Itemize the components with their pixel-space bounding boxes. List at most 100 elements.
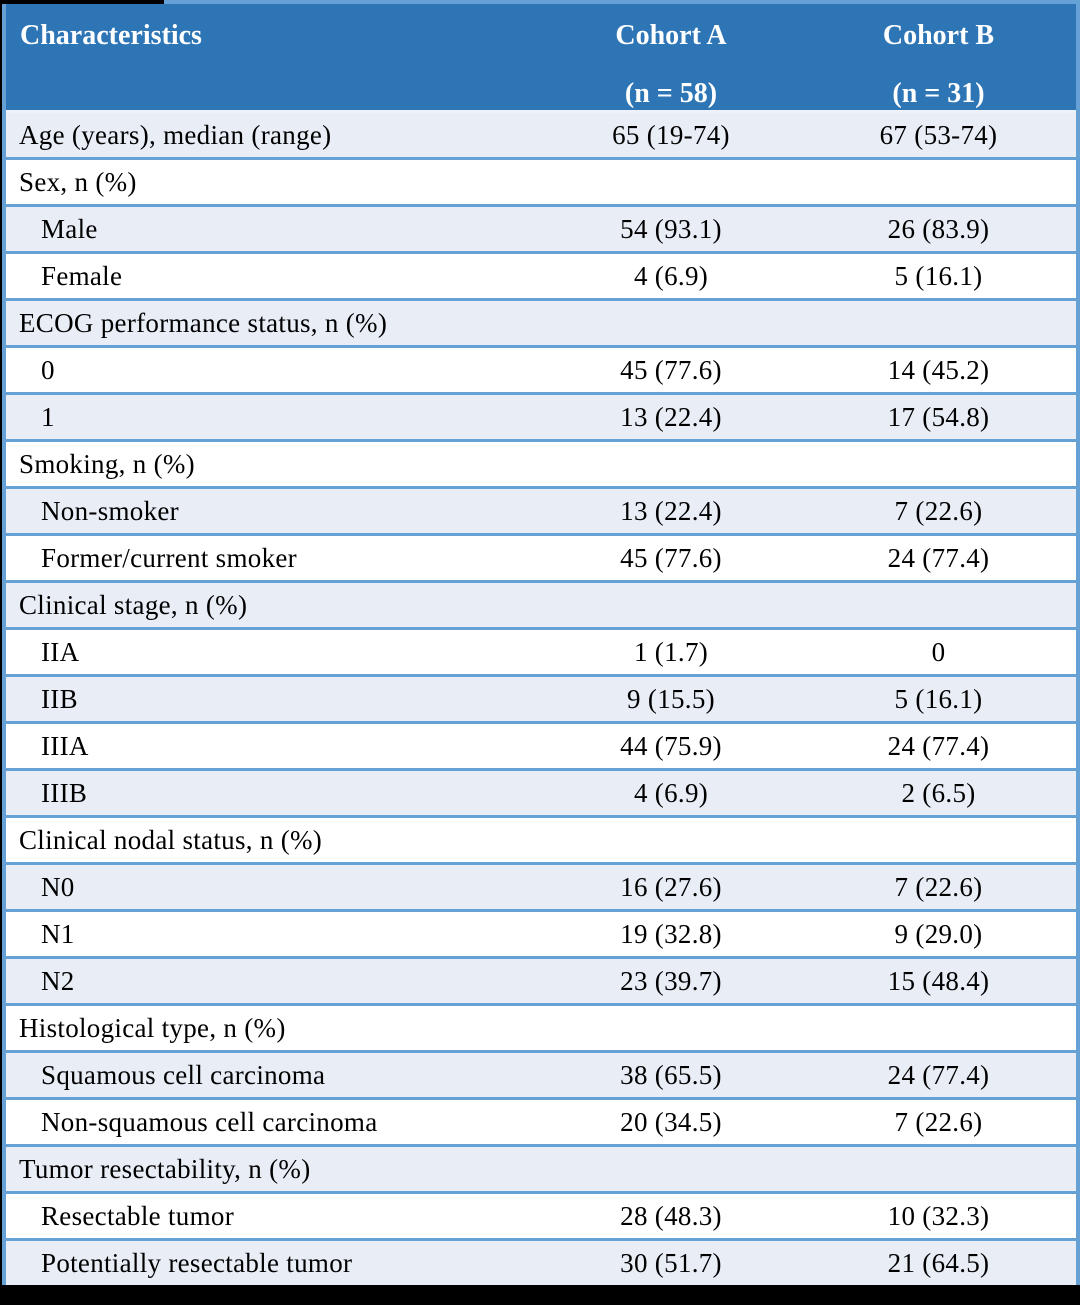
- row-label: IIIB: [41, 777, 88, 808]
- cohort-a-value: 38 (65.5): [620, 1059, 722, 1090]
- cohort-b-name: Cohort B: [882, 20, 995, 51]
- cohort-a-value: [541, 441, 801, 488]
- cohort-a-header-stack: Cohort A (n = 58): [541, 4, 801, 110]
- table-row: Smoking, n (%): [6, 440, 1076, 488]
- characteristics-table: Characteristics Cohort A (n = 58) Cohort…: [6, 4, 1076, 1285]
- row-label: 0: [41, 354, 55, 385]
- table-row: Resectable tumor 28 (48.3) 10 (32.3): [6, 1192, 1076, 1240]
- cohort-a-value: 4 (6.9): [633, 260, 709, 291]
- cohort-b-value: 0: [931, 636, 946, 667]
- cohort-b-header-stack: Cohort B (n = 31): [801, 4, 1076, 110]
- scan-artifact-bottom-bar: [0, 1285, 1080, 1305]
- cohort-b-value: 67 (53-74): [879, 119, 998, 150]
- cohort-a-value: [541, 159, 801, 206]
- row-label: N1: [41, 918, 75, 949]
- cohort-b-value: 21 (64.5): [887, 1247, 990, 1278]
- table-header: Characteristics Cohort A (n = 58) Cohort…: [6, 4, 1076, 113]
- table-row: Clinical stage, n (%): [6, 581, 1076, 629]
- cohort-a-value: 16 (27.6): [620, 871, 722, 902]
- row-label: Sex, n (%): [19, 166, 137, 197]
- cohort-a-value: 30 (51.7): [620, 1247, 722, 1278]
- cohort-b-value: [801, 1146, 1076, 1193]
- cohort-a-value: [541, 1146, 801, 1193]
- header-cohort-a: Cohort A (n = 58): [541, 4, 801, 113]
- table-row: N2 23 (39.7) 15 (48.4): [6, 957, 1076, 1005]
- table-row: Former/current smoker 45 (77.6) 24 (77.4…: [6, 534, 1076, 582]
- row-label: 1: [41, 401, 55, 432]
- row-label: Resectable tumor: [41, 1200, 234, 1231]
- cohort-b-value: [801, 441, 1076, 488]
- cohort-a-value: 4 (6.9): [633, 777, 709, 808]
- cohort-a-value: [541, 300, 801, 347]
- row-label: ECOG performance status, n (%): [19, 307, 388, 338]
- cohort-a-value: 54 (93.1): [620, 213, 722, 244]
- table-row: Male 54 (93.1) 26 (83.9): [6, 205, 1076, 253]
- row-label: N2: [41, 965, 75, 996]
- header-characteristics: Characteristics: [6, 4, 541, 113]
- cohort-b-value: [801, 300, 1076, 347]
- table-row: N0 16 (27.6) 7 (22.6): [6, 863, 1076, 911]
- cohort-a-value: 28 (48.3): [620, 1200, 722, 1231]
- table-row: Age (years), median (range) 65 (19-74) 6…: [6, 111, 1076, 159]
- cohort-a-value: 23 (39.7): [620, 965, 722, 996]
- cohort-b-value: 24 (77.4): [887, 542, 990, 573]
- cohort-b-value: 5 (16.1): [894, 260, 983, 291]
- table-row: Squamous cell carcinoma 38 (65.5) 24 (77…: [6, 1051, 1076, 1099]
- row-label: Former/current smoker: [41, 542, 297, 573]
- table-row: Sex, n (%): [6, 158, 1076, 206]
- table-row: IIIB 4 (6.9) 2 (6.5): [6, 769, 1076, 817]
- row-label: Age (years), median (range): [19, 119, 332, 150]
- cohort-a-value: 13 (22.4): [620, 495, 722, 526]
- cohort-a-value: 13 (22.4): [620, 401, 722, 432]
- scan-artifact-top-edge: [0, 0, 164, 4]
- table-row: Histological type, n (%): [6, 1004, 1076, 1052]
- cohort-a-value: [541, 1005, 801, 1052]
- cohort-b-value: 24 (77.4): [887, 1059, 990, 1090]
- row-label: Clinical nodal status, n (%): [19, 824, 323, 855]
- row-label: IIA: [41, 636, 80, 667]
- table-row: Clinical nodal status, n (%): [6, 816, 1076, 864]
- row-label: Non-smoker: [41, 495, 179, 526]
- cohort-a-value: [541, 582, 801, 629]
- cohort-a-value: [541, 817, 801, 864]
- cohort-b-value: 7 (22.6): [894, 1106, 983, 1137]
- row-label: Female: [41, 260, 123, 291]
- cohort-a-name: Cohort A: [615, 20, 727, 51]
- cohort-b-value: 7 (22.6): [894, 495, 983, 526]
- cohort-b-value: 17 (54.8): [887, 401, 990, 432]
- table-row: IIIA 44 (75.9) 24 (77.4): [6, 722, 1076, 770]
- row-label: Male: [41, 213, 98, 244]
- cohort-b-value: 15 (48.4): [887, 965, 990, 996]
- row-label: Non-squamous cell carcinoma: [41, 1106, 378, 1137]
- cohort-b-value: 2 (6.5): [901, 777, 976, 808]
- table-row: N1 19 (32.8) 9 (29.0): [6, 910, 1076, 958]
- cohort-b-value: [801, 817, 1076, 864]
- cohort-a-value: 45 (77.6): [620, 354, 722, 385]
- row-label: Potentially resectable tumor: [41, 1247, 353, 1278]
- cohort-b-value: 7 (22.6): [894, 871, 983, 902]
- cohort-b-value: 9 (29.0): [894, 918, 983, 949]
- cohort-b-value: [801, 1005, 1076, 1052]
- table-row: IIB 9 (15.5) 5 (16.1): [6, 675, 1076, 723]
- row-label: Tumor resectability, n (%): [19, 1153, 311, 1184]
- cohort-a-value: 1 (1.7): [633, 636, 709, 667]
- cohort-a-value: 65 (19-74): [612, 119, 730, 150]
- header-row: Characteristics Cohort A (n = 58) Cohort…: [6, 4, 1076, 113]
- cohort-a-n: (n = 58): [624, 78, 718, 109]
- row-label: N0: [41, 871, 75, 902]
- table-row: Potentially resectable tumor 30 (51.7) 2…: [6, 1239, 1076, 1285]
- cohort-a-value: 44 (75.9): [620, 730, 722, 761]
- cohort-b-value: 24 (77.4): [887, 730, 990, 761]
- table-row: Female 4 (6.9) 5 (16.1): [6, 252, 1076, 300]
- cohort-b-n: (n = 31): [892, 78, 985, 109]
- table-row: 1 13 (22.4) 17 (54.8): [6, 393, 1076, 441]
- cohort-a-value: 20 (34.5): [620, 1106, 722, 1137]
- cohort-a-value: 9 (15.5): [627, 683, 715, 714]
- table-row: Non-squamous cell carcinoma 20 (34.5) 7 …: [6, 1098, 1076, 1146]
- cohort-a-value: 45 (77.6): [620, 542, 722, 573]
- table-body: Age (years), median (range) 65 (19-74) 6…: [6, 111, 1076, 1285]
- row-label: Squamous cell carcinoma: [41, 1059, 326, 1090]
- header-cohort-b: Cohort B (n = 31): [801, 4, 1076, 113]
